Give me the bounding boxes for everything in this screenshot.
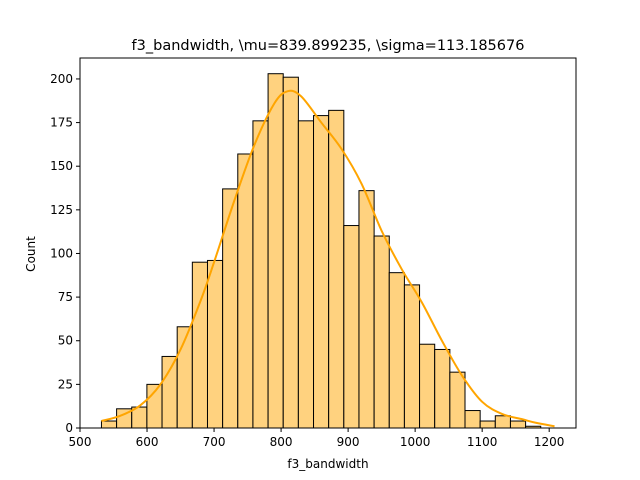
y-tick-label: 50 xyxy=(58,334,73,348)
histogram-bar xyxy=(494,415,511,429)
histogram-bar xyxy=(434,348,451,429)
x-tick-label: 600 xyxy=(136,435,159,449)
y-tick-label: 150 xyxy=(50,159,73,173)
histogram-bar xyxy=(100,420,118,429)
histogram-bar xyxy=(313,115,330,429)
y-axis-label: Count xyxy=(24,236,38,272)
x-tick-label: 1100 xyxy=(467,435,498,449)
x-tick-label: 1200 xyxy=(534,435,565,449)
y-tick-label: 200 xyxy=(50,72,73,86)
y-tick-label: 175 xyxy=(50,116,73,130)
y-tick-label: 100 xyxy=(50,246,73,260)
axes: 500 600 700 800 900 1000 1100 1200 0 25 50 75 100 125… xyxy=(50,57,577,449)
histogram-bar xyxy=(297,120,315,429)
histogram-bar xyxy=(464,410,481,429)
histogram-bar xyxy=(419,343,436,429)
histogram-bar xyxy=(388,272,405,429)
x-tick-label: 500 xyxy=(69,435,92,449)
histogram-bar xyxy=(237,153,254,429)
chart-title: f3_bandwidth, \mu=839.899235, \sigma=113… xyxy=(132,38,525,54)
histogram-bar xyxy=(161,355,178,429)
histogram-bar xyxy=(373,235,390,429)
histogram-bar xyxy=(403,284,421,429)
histogram-bar xyxy=(449,371,466,429)
y-tick-label: 75 xyxy=(58,290,73,304)
histogram-bar xyxy=(267,73,284,429)
histogram-bar xyxy=(358,190,375,429)
y-tick-label: 0 xyxy=(65,421,73,435)
x-tick-label: 700 xyxy=(203,435,226,449)
plot-frame xyxy=(79,57,577,429)
histogram-bar xyxy=(252,120,269,429)
histogram-bar xyxy=(328,109,345,429)
x-axis-label: f3_bandwidth xyxy=(287,457,368,471)
histogram-bar xyxy=(479,420,496,429)
histogram-bar xyxy=(509,420,527,429)
y-tick-label: 125 xyxy=(50,203,73,217)
kde-curve xyxy=(101,89,555,428)
y-tick-label: 25 xyxy=(58,377,73,391)
histogram-bar xyxy=(343,225,360,429)
x-tick-label: 900 xyxy=(337,435,360,449)
x-tick-label: 800 xyxy=(270,435,293,449)
histogram-bar xyxy=(282,76,299,429)
histogram-bar xyxy=(222,188,239,429)
histogram-bar xyxy=(206,259,224,429)
histogram-bars xyxy=(100,73,542,429)
x-tick-label: 1000 xyxy=(400,435,431,449)
